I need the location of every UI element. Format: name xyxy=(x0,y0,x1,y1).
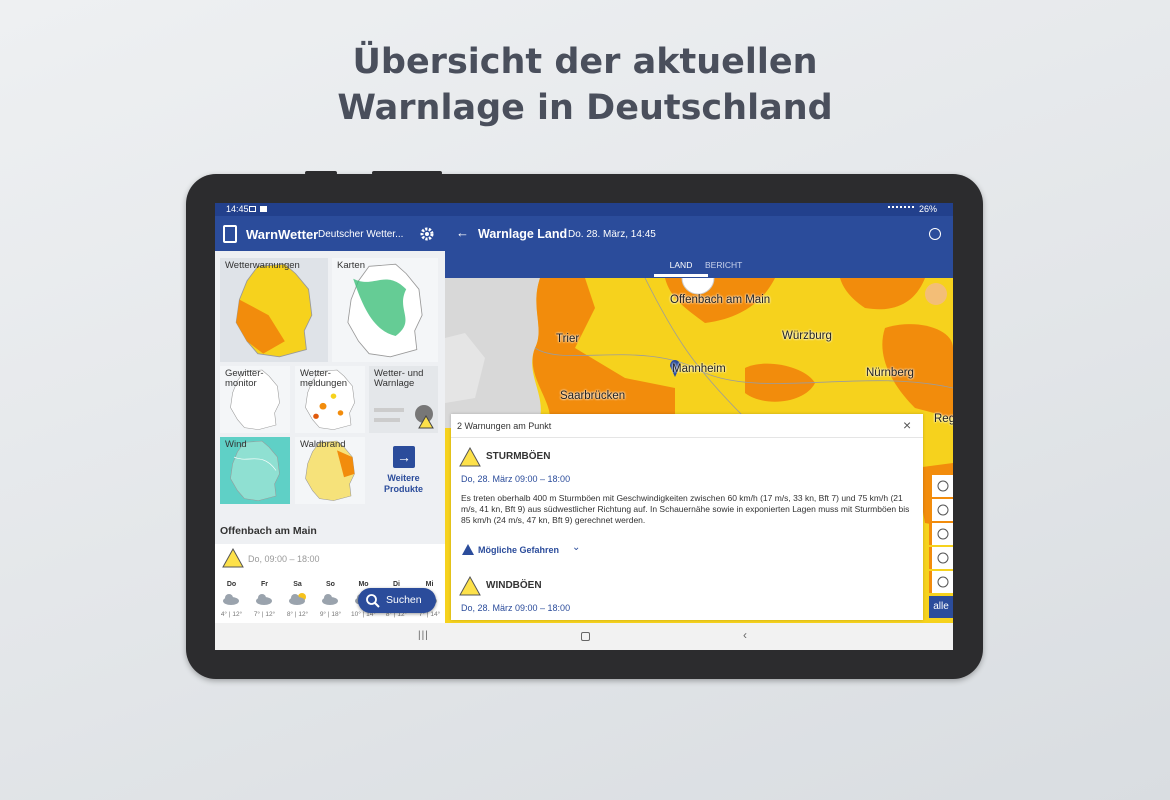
forecast-day: Mo xyxy=(358,581,369,588)
status-icon xyxy=(260,206,267,212)
weather-icon xyxy=(320,592,342,606)
forecast-temp: 8° | 12° xyxy=(286,611,309,618)
forecast-day: So xyxy=(326,581,335,588)
city-label: Würzburg xyxy=(782,330,832,342)
app-logo xyxy=(223,225,237,243)
settings-icon[interactable] xyxy=(420,227,434,241)
warning-row xyxy=(215,544,445,576)
main-title: Warnlage Land xyxy=(478,227,568,241)
forecast-temp: 7° | 14° xyxy=(418,611,441,618)
filter-icon[interactable] xyxy=(929,547,953,569)
warning-name: WINDBÖEN xyxy=(486,580,542,591)
warning-panel xyxy=(451,414,923,620)
app-name: WarnWetter xyxy=(246,227,319,242)
city-label: Saarbrücken xyxy=(560,390,626,402)
sidebar-header xyxy=(215,216,445,251)
forecast-day: Di xyxy=(393,581,400,588)
tile[interactable]: Waldbrand xyxy=(295,437,365,504)
tile[interactable]: Wetterwarnungen xyxy=(220,258,328,362)
location-name: Offenbach am Main xyxy=(220,525,317,537)
status-icon xyxy=(249,206,256,212)
screen-area: 14:45 26% WarnWetter Deutscher Wetter...… xyxy=(215,203,953,650)
filter-icon[interactable] xyxy=(929,499,953,521)
filter-icon[interactable] xyxy=(929,523,953,545)
status-icon xyxy=(888,206,914,212)
tile-label: Wetterwarnungen xyxy=(225,260,300,271)
nav-recent[interactable]: ||| xyxy=(418,630,429,641)
filter-icon[interactable] xyxy=(929,571,953,593)
weather-icon xyxy=(254,592,276,606)
tile-label: Waldbrand xyxy=(300,439,346,450)
city-label: Mannheim xyxy=(672,363,726,375)
forecast-day: Sa xyxy=(293,581,302,588)
filter-icon[interactable] xyxy=(929,475,953,497)
divider xyxy=(451,437,923,438)
status-time: 14:45 xyxy=(226,204,249,214)
warning-icon xyxy=(459,576,481,596)
headline: Warnlage in Deutschland xyxy=(337,88,833,128)
arrow-icon: → xyxy=(393,446,415,468)
status-bar xyxy=(215,203,953,216)
warning-name: STURMBÖEN xyxy=(486,451,551,462)
headline: Übersicht der aktuellen xyxy=(352,42,818,82)
tile[interactable]: Wetter- meldungen xyxy=(295,366,365,433)
tile[interactable]: Karten xyxy=(332,258,438,362)
forecast-temp: 4° | 12° xyxy=(220,611,243,618)
tile-label: Weitere Produkte xyxy=(383,473,423,494)
panel-heading: 2 Warnungen am Punkt xyxy=(457,421,552,431)
city-label: Trier xyxy=(556,333,580,345)
forecast-day: Mi xyxy=(425,581,434,588)
tile-label: Karten xyxy=(337,260,365,271)
nav-home[interactable] xyxy=(581,632,590,641)
forecast-temp: 7° | 12° xyxy=(253,611,276,618)
search-label[interactable]: Suchen xyxy=(386,594,422,606)
nav-bar xyxy=(215,623,953,650)
city-label: Reg xyxy=(934,413,953,425)
hardware-button xyxy=(372,171,442,175)
weather-icon xyxy=(287,592,309,606)
tile-label: Gewitter- monitor xyxy=(225,368,264,389)
forecast-temp: 10° | 14° xyxy=(351,611,376,618)
nav-back[interactable]: ‹ xyxy=(743,628,747,642)
filter-all[interactable]: alle xyxy=(929,596,953,618)
warning-time: Do, 28. März 09:00 – 18:00 xyxy=(461,603,571,613)
warning-description: Es treten oberhalb 400 m Sturmböen mit G… xyxy=(461,493,910,525)
tile[interactable]: Wind xyxy=(220,437,290,504)
tab-indicator xyxy=(654,274,708,277)
expand-icon[interactable]: ⌄ xyxy=(572,542,581,553)
warning-icon xyxy=(222,548,244,568)
city-label: Offenbach am Main xyxy=(670,294,771,306)
more-hazards[interactable]: Mögliche Gefahren xyxy=(478,545,560,555)
tab-bericht[interactable]: BERICHT xyxy=(705,260,743,270)
back-button[interactable]: ← xyxy=(456,225,469,240)
warning-time: Do, 09:00 – 18:00 xyxy=(248,554,320,564)
warning-time: Do, 28. März 09:00 – 18:00 xyxy=(461,474,571,484)
tile[interactable]: Gewitter- monitor xyxy=(220,366,290,433)
tile-label: Wetter- und Warnlage xyxy=(374,368,424,389)
hazard-icon xyxy=(462,544,474,555)
hardware-button xyxy=(305,171,337,175)
tile-label: Wind xyxy=(225,439,247,450)
info-button[interactable] xyxy=(929,228,941,240)
tile-more[interactable]: → Weitere Produkte xyxy=(369,437,438,504)
status-battery: 26% xyxy=(919,204,938,214)
main-datetime: Do. 28. März, 14:45 xyxy=(568,229,656,240)
tab-land[interactable]: LAND xyxy=(669,260,693,270)
warning-icon xyxy=(459,447,481,467)
main-header xyxy=(445,216,953,278)
weather-icon xyxy=(221,592,243,606)
forecast-day: Fr xyxy=(261,581,268,588)
search-button[interactable] xyxy=(358,588,436,613)
app-subtitle: Deutscher Wetter... xyxy=(318,229,404,240)
close-button[interactable]: × xyxy=(903,417,912,433)
search-icon xyxy=(366,594,380,608)
city-label: Nürnberg xyxy=(866,367,914,379)
forecast-day: Do xyxy=(226,581,237,588)
forecast-temp: 9° | 18° xyxy=(319,611,342,618)
forecast-temp: 8° | 12° xyxy=(385,611,408,618)
tile[interactable]: Wetter- und Warnlage xyxy=(369,366,438,433)
tile-label: Wetter- meldungen xyxy=(300,368,348,389)
